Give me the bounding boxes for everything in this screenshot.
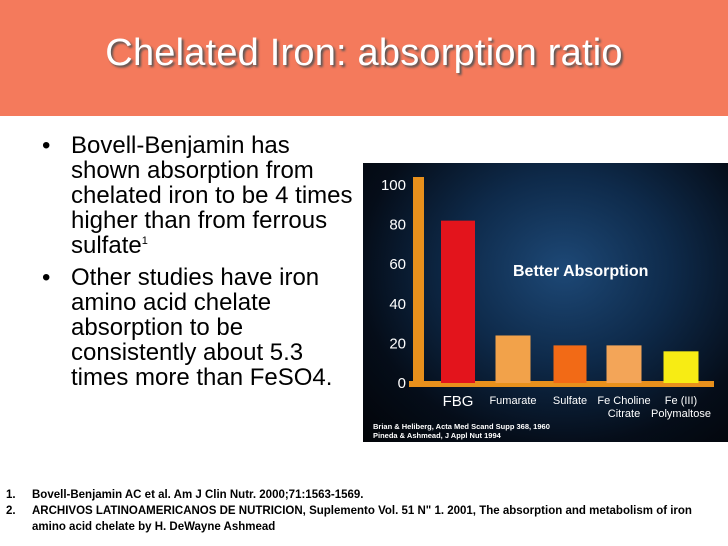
bar-fe-iii-polymaltose xyxy=(663,351,699,383)
x-category-label: Sulfate xyxy=(553,395,587,407)
bar-fumarate xyxy=(495,335,531,383)
slide-title: Chelated Iron: absorption ratio xyxy=(105,32,623,74)
references-list: 1. Bovell-Benjamin AC et al. Am J Clin Nu… xyxy=(6,487,726,535)
bar-fe-choline-citrate xyxy=(606,345,642,383)
y-tick-label: 80 xyxy=(389,217,406,234)
chart-annotation: Better Absorption xyxy=(513,263,648,280)
x-category-label: Citrate xyxy=(608,408,640,420)
x-category-label: Fe Choline xyxy=(597,395,650,407)
y-tick-label: 20 xyxy=(389,335,406,352)
reference-number: 2. xyxy=(6,505,16,517)
x-category-label: Fumarate xyxy=(489,395,536,407)
reference-text: ARCHIVOS LATINOAMERICANOS DE NUTRICION, … xyxy=(32,505,692,533)
bar-fbg xyxy=(441,220,475,383)
chart-svg: 0 20 40 60 80 100 FBG Fumarate Sulfate Fe Choline… xyxy=(373,177,714,440)
bar-sulfate xyxy=(553,345,587,383)
reference-text: Bovell-Benjamin AC et al. Am J Clin Nutr… xyxy=(32,489,364,501)
y-tick-label: 40 xyxy=(389,296,406,313)
bullet-list: Bovell-Benjamin has shown absorption fro… xyxy=(40,133,358,397)
reference-item: 2. ARCHIVOS LATINOAMERICANOS DE NUTRICION… xyxy=(6,503,726,535)
x-axis-base xyxy=(409,381,714,387)
y-axis-pillar xyxy=(413,177,424,387)
reference-number: 1. xyxy=(6,489,16,501)
x-category-label: FBG xyxy=(443,393,474,410)
y-tick-label: 0 xyxy=(398,375,406,392)
footnote-marker: 1 xyxy=(141,235,148,247)
bullet-text: Bovell-Benjamin has shown absorption fro… xyxy=(71,132,353,259)
bullet-text: Other studies have iron amino acid chela… xyxy=(71,264,333,391)
chart-source-note: Brian & Heliberg, Acta Med Scand Supp 36… xyxy=(373,422,550,431)
y-tick-label: 60 xyxy=(389,256,406,273)
chart-source-note: Pineda & Ashmead, J Appl Nut 1994 xyxy=(373,431,502,440)
bullet-item: Other studies have iron amino acid chela… xyxy=(40,265,358,390)
x-category-label: Fe (III) xyxy=(665,395,697,407)
title-bar xyxy=(0,0,728,116)
reference-item: 1. Bovell-Benjamin AC et al. Am J Clin Nu… xyxy=(6,487,726,503)
y-tick-label: 100 xyxy=(381,177,406,194)
absorption-chart: 0 20 40 60 80 100 FBG Fumarate Sulfate Fe Choline… xyxy=(363,163,728,442)
bullet-item: Bovell-Benjamin has shown absorption fro… xyxy=(40,133,358,258)
x-category-label: Polymaltose xyxy=(651,408,711,420)
